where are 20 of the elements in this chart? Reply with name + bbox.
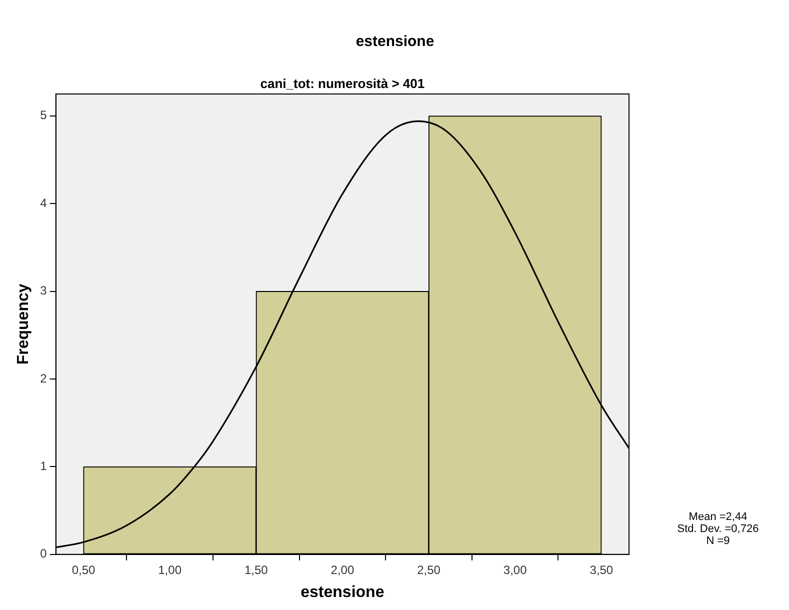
x-axis-title: estensione — [300, 584, 384, 601]
y-tick-label: 5 — [40, 108, 48, 122]
x-tick-label: 0,50 — [72, 562, 96, 577]
x-tick-label: 1,50 — [244, 562, 268, 577]
y-axis-title: Frequency — [15, 284, 32, 365]
text: Std. Dev. =0,726 — [677, 523, 759, 535]
chart-title: estensione — [356, 33, 434, 50]
y-tick-label: 0 — [40, 546, 48, 561]
y-tick-label: 1 — [40, 459, 48, 474]
y-tick-label: 2 — [40, 371, 48, 386]
text: N =9 — [706, 535, 730, 547]
x-tick-label: 2,50 — [417, 562, 441, 577]
y-tick-label: 4 — [40, 196, 48, 210]
x-tick-label: 1,00 — [158, 562, 182, 577]
x-tick-label: 3,00 — [503, 562, 528, 577]
chart-subtitle: cani_tot: numerosità > 401 — [260, 76, 425, 91]
x-tick-label: 3,50 — [590, 562, 614, 577]
x-tick-label: 2,00 — [330, 562, 354, 577]
text: Mean =2,44 — [688, 511, 748, 523]
y-tick-label: 3 — [40, 284, 48, 298]
